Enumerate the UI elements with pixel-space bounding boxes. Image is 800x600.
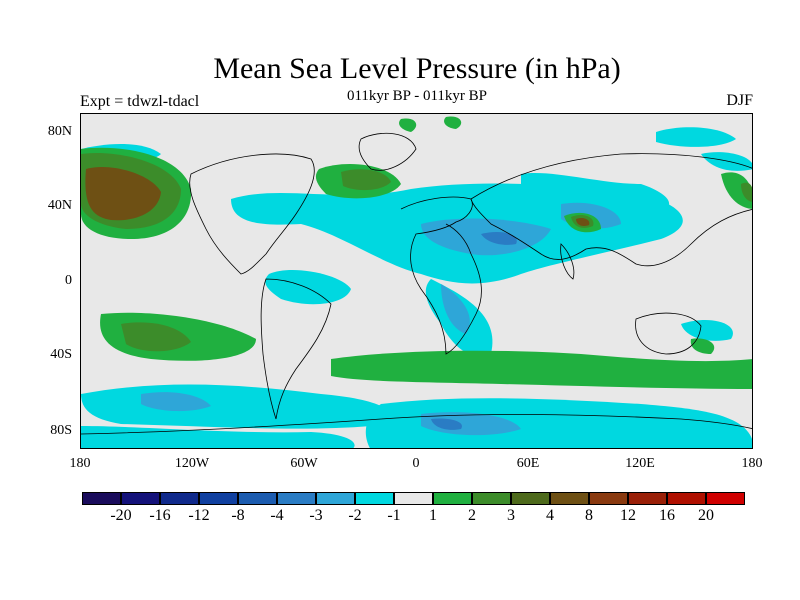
colorbar-swatch: [667, 492, 706, 505]
colorbar-label: 4: [546, 507, 554, 524]
negative-anomaly-peak: [431, 232, 517, 430]
colorbar-swatch: [121, 492, 160, 505]
colorbar-label: -8: [231, 507, 245, 524]
positive-anomaly-peak: [85, 166, 590, 227]
map-subtitle: 011kyr BP - 011kyr BP: [346, 88, 487, 104]
colorbar-label: -12: [188, 507, 210, 524]
lat-label-80s: 80S: [50, 423, 72, 438]
season-label: DJF: [726, 92, 753, 109]
colorbar-label: 12: [620, 507, 636, 524]
colorbar-label: 1: [429, 507, 437, 524]
colorbar-swatch: [277, 492, 316, 505]
colorbar-swatch: [82, 492, 121, 505]
colorbar-swatch: [550, 492, 589, 505]
colorbar-label: 8: [585, 507, 593, 524]
experiment-label: Expt = tdwzl-tdacl: [80, 93, 200, 110]
colorbar-swatch: [511, 492, 550, 505]
negative-anomaly-cores: [141, 202, 621, 436]
colorbar-label: 20: [698, 507, 714, 524]
lon-label-120e: 120E: [625, 456, 655, 471]
colorbar-swatch: [199, 492, 238, 505]
lon-label-180w: 180: [69, 456, 91, 471]
lon-label-60w: 60W: [290, 456, 318, 471]
colorbar-swatch: [589, 492, 628, 505]
colorbar-label: -20: [110, 507, 132, 524]
lon-label-60e: 60E: [516, 456, 540, 471]
colorbar-swatch: [706, 492, 745, 505]
lat-label-80n: 80N: [47, 124, 72, 139]
colorbar-label: -16: [149, 507, 171, 524]
pressure-field: [81, 116, 752, 448]
colorbar-label: 3: [507, 507, 515, 524]
colorbar-swatch: [355, 492, 394, 505]
lat-label-40n: 40N: [47, 198, 72, 213]
colorbar-label: -4: [270, 507, 284, 524]
colorbar-label: -3: [309, 507, 323, 524]
map-title: Mean Sea Level Pressure (in hPa): [213, 52, 621, 85]
colorbar-swatch: [628, 492, 667, 505]
coastlines: [81, 132, 752, 435]
colorbar-swatch: [238, 492, 277, 505]
lon-label-180e: 180: [741, 456, 763, 471]
colorbar-label: -2: [348, 507, 362, 524]
colorbar-swatch: [316, 492, 355, 505]
colorbar-swatch: [394, 492, 433, 505]
lat-label-40s: 40S: [50, 347, 72, 362]
colorbar-swatch: [433, 492, 472, 505]
lon-label-120w: 120W: [174, 456, 210, 471]
colorbar-swatch: [160, 492, 199, 505]
lon-label-0: 0: [412, 456, 420, 471]
colorbar-label: 16: [659, 507, 675, 524]
colorbar-label: 2: [468, 507, 476, 524]
colorbar-label: -1: [387, 507, 401, 524]
colorbar-swatch: [472, 492, 511, 505]
lat-label-0: 0: [65, 273, 72, 288]
pressure-map: [80, 113, 753, 449]
